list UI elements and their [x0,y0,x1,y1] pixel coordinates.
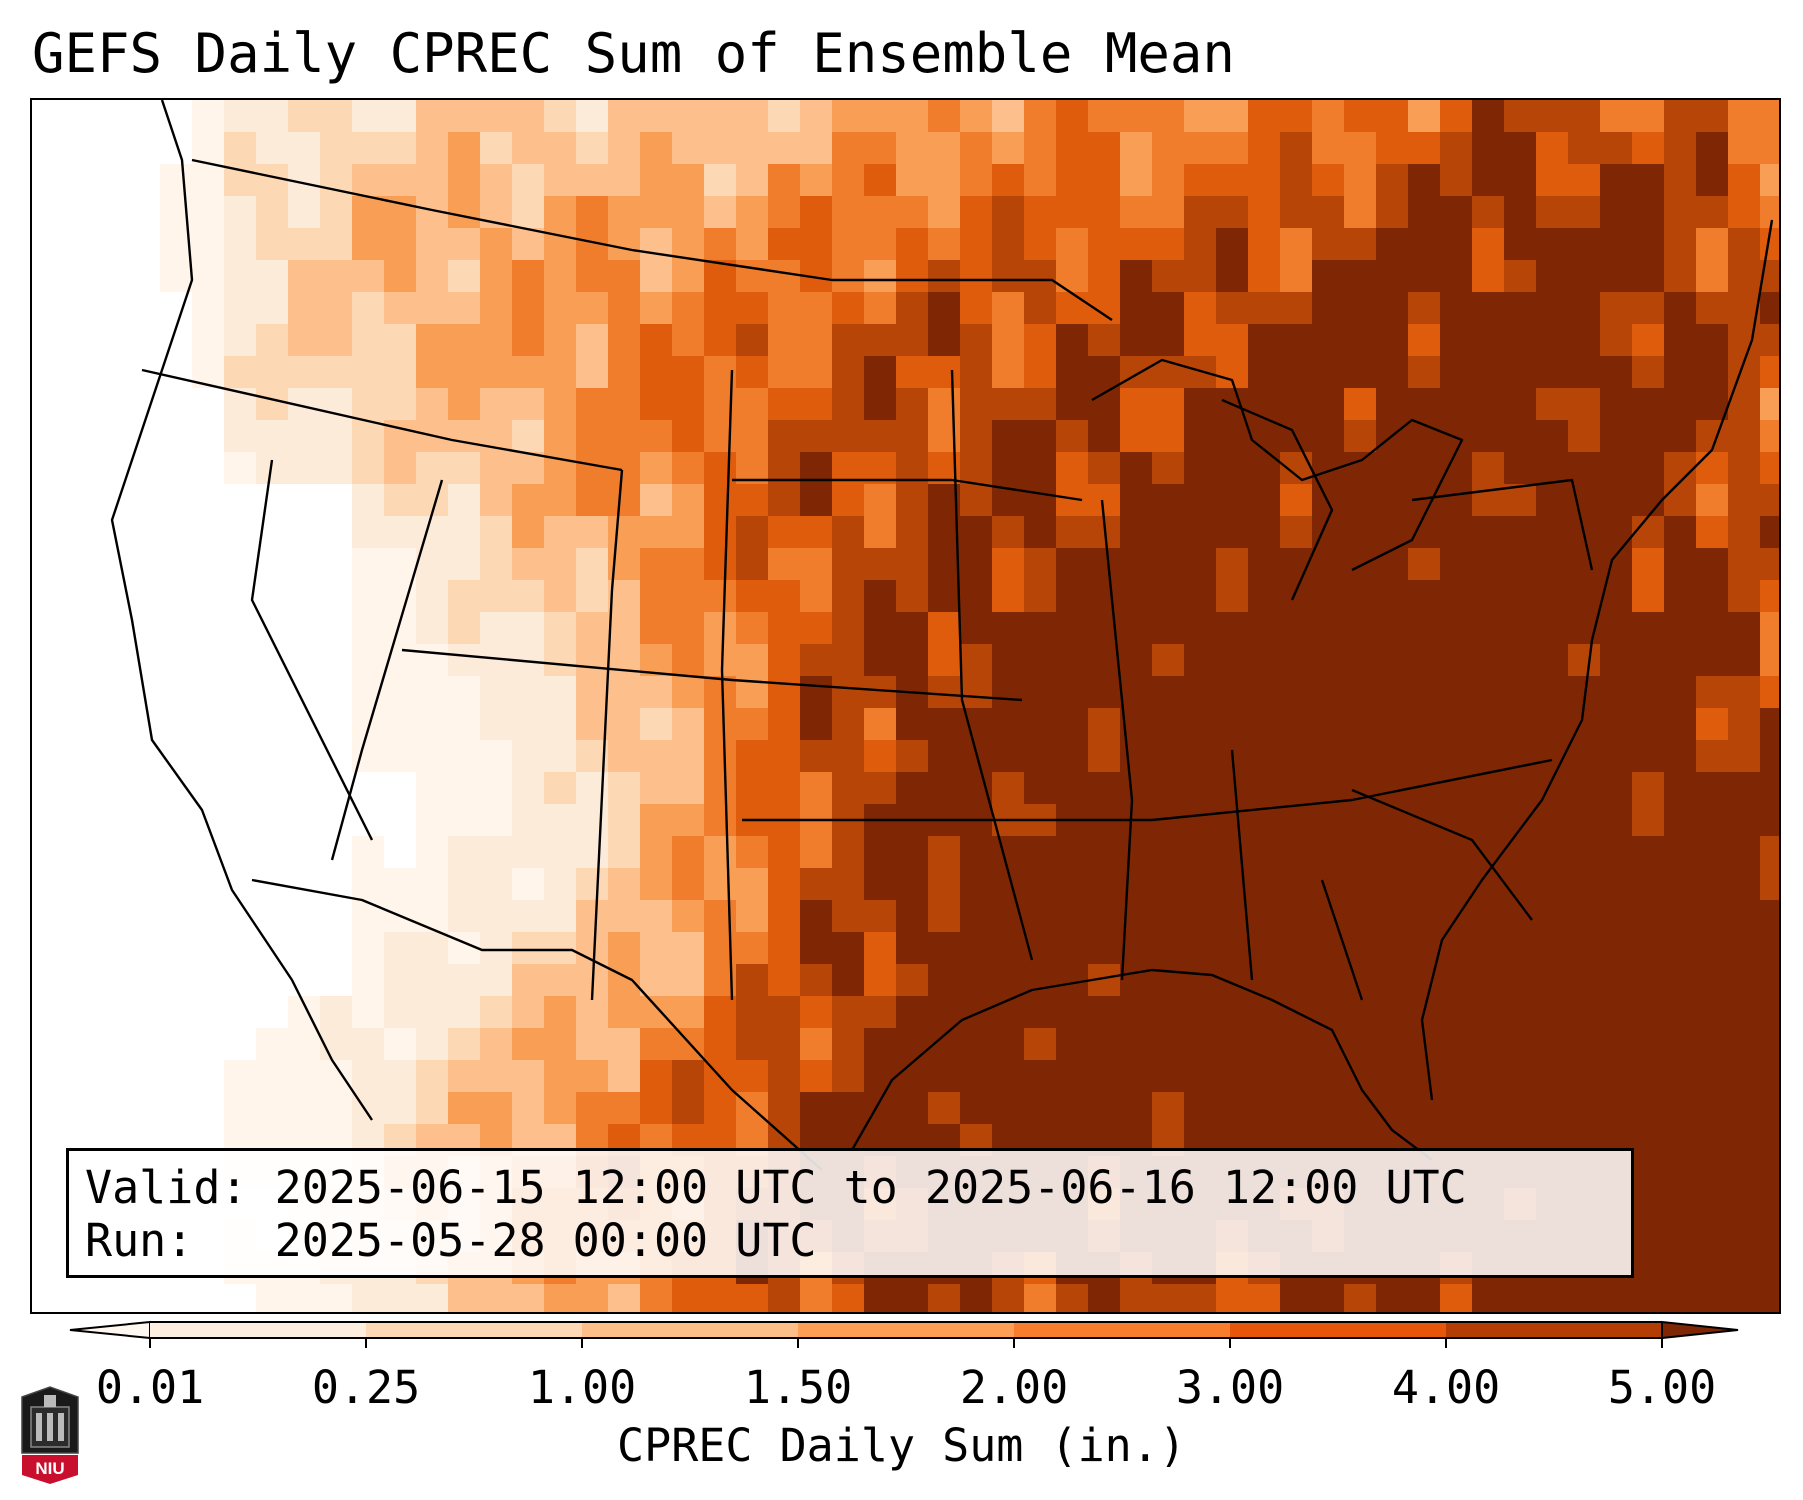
state-line-13 [1351,788,1533,921]
colorbar-tick-label: 1.00 [528,1361,636,1414]
colorbar: 0.01 0.25 1.00 1.50 2.00 3.00 4.00 5.00 [69,1320,1739,1414]
colorbar-tick-label: 0.01 [96,1361,204,1414]
colorbar-extend-over [1661,1320,1739,1340]
logo-text: NIU [35,1459,64,1478]
colorbar-label: CPREC Daily Sum (in.) [617,1419,1186,1472]
colorbar-segment [366,1322,582,1338]
run-label: Run: [85,1214,194,1267]
state-line-14 [1411,478,1594,571]
precip-grid [32,100,1779,1312]
colorbar-tick-label: 2.00 [960,1361,1068,1414]
state-line-10 [1100,499,1134,981]
state-line-1 [141,368,623,472]
state-line-2 [250,459,374,841]
border-canada [191,158,1113,321]
precipitation-map [32,100,1779,1312]
valid-run-info-box: Valid: 2025-06-15 12:00 UTC to 2025-06-1… [66,1148,1634,1278]
coastline-east [1420,219,1774,1101]
page-title: GEFS Daily CPREC Sum of Ensemble Mean [32,22,1235,85]
colorbar-segment [582,1322,798,1338]
colorbar-segment [1014,1322,1230,1338]
niu-logo-icon: NIU [21,1386,79,1484]
colorbar-tick-label: 3.00 [1176,1361,1284,1414]
colorbar-segment [798,1322,1014,1338]
colorbar-outline [150,1321,1662,1339]
run-value: 2025-05-28 00:00 UTC [274,1214,817,1267]
colorbar-segment [1230,1322,1446,1338]
colorbar-tick-label: 5.00 [1608,1361,1716,1414]
state-line-6 [401,648,1023,702]
state-line-12 [1320,879,1364,1001]
state-line-5 [720,369,734,1001]
state-line-8 [742,758,1553,822]
state-line-3 [330,479,444,861]
great-lakes-outline [1091,358,1464,572]
colorbar-segment [1446,1322,1662,1338]
state-line-7 [732,478,1083,502]
valid-label: Valid: [85,1161,248,1214]
colorbar-tick-label: 0.25 [312,1361,420,1414]
colorbar-tick-label: 4.00 [1392,1361,1500,1414]
state-line-4 [590,469,624,1001]
border-mexico [251,878,823,1171]
colorbar-segment [150,1322,366,1338]
map-panel [30,98,1781,1314]
state-line-15 [1221,398,1334,601]
colorbar-extend-under [69,1320,151,1340]
coastline-west [110,100,373,1121]
valid-value: 2025-06-15 12:00 UTC to 2025-06-16 12:00… [274,1161,1467,1214]
coastline-gulf [850,968,1433,1161]
colorbar-tick-label: 1.50 [744,1361,852,1414]
state-line-9 [950,369,1034,961]
state-line-11 [1230,749,1254,981]
